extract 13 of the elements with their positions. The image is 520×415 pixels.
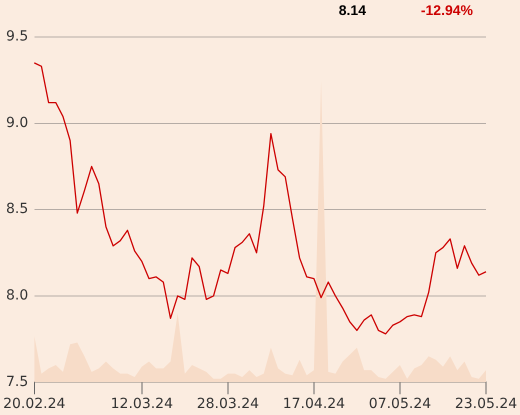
x-tick-label: 28.03.24	[196, 396, 260, 412]
y-tick-label: 9.5	[6, 28, 28, 45]
y-tick-label: 7.5	[6, 374, 28, 390]
x-tick-label: 17.04.24	[282, 396, 346, 412]
x-tick-label: 23.05.24	[454, 396, 518, 412]
y-tick-label: 8.0	[6, 288, 28, 304]
x-tick-label: 20.02.24	[3, 396, 66, 412]
x-tick-label: 07.05.24	[368, 396, 432, 412]
y-tick-label: 9.0	[6, 114, 28, 131]
x-tick-label: 12.03.24	[110, 396, 174, 412]
text: 8.14	[338, 2, 366, 18]
text: -12.94%	[420, 2, 474, 18]
y-tick-label: 8.5	[6, 201, 28, 218]
